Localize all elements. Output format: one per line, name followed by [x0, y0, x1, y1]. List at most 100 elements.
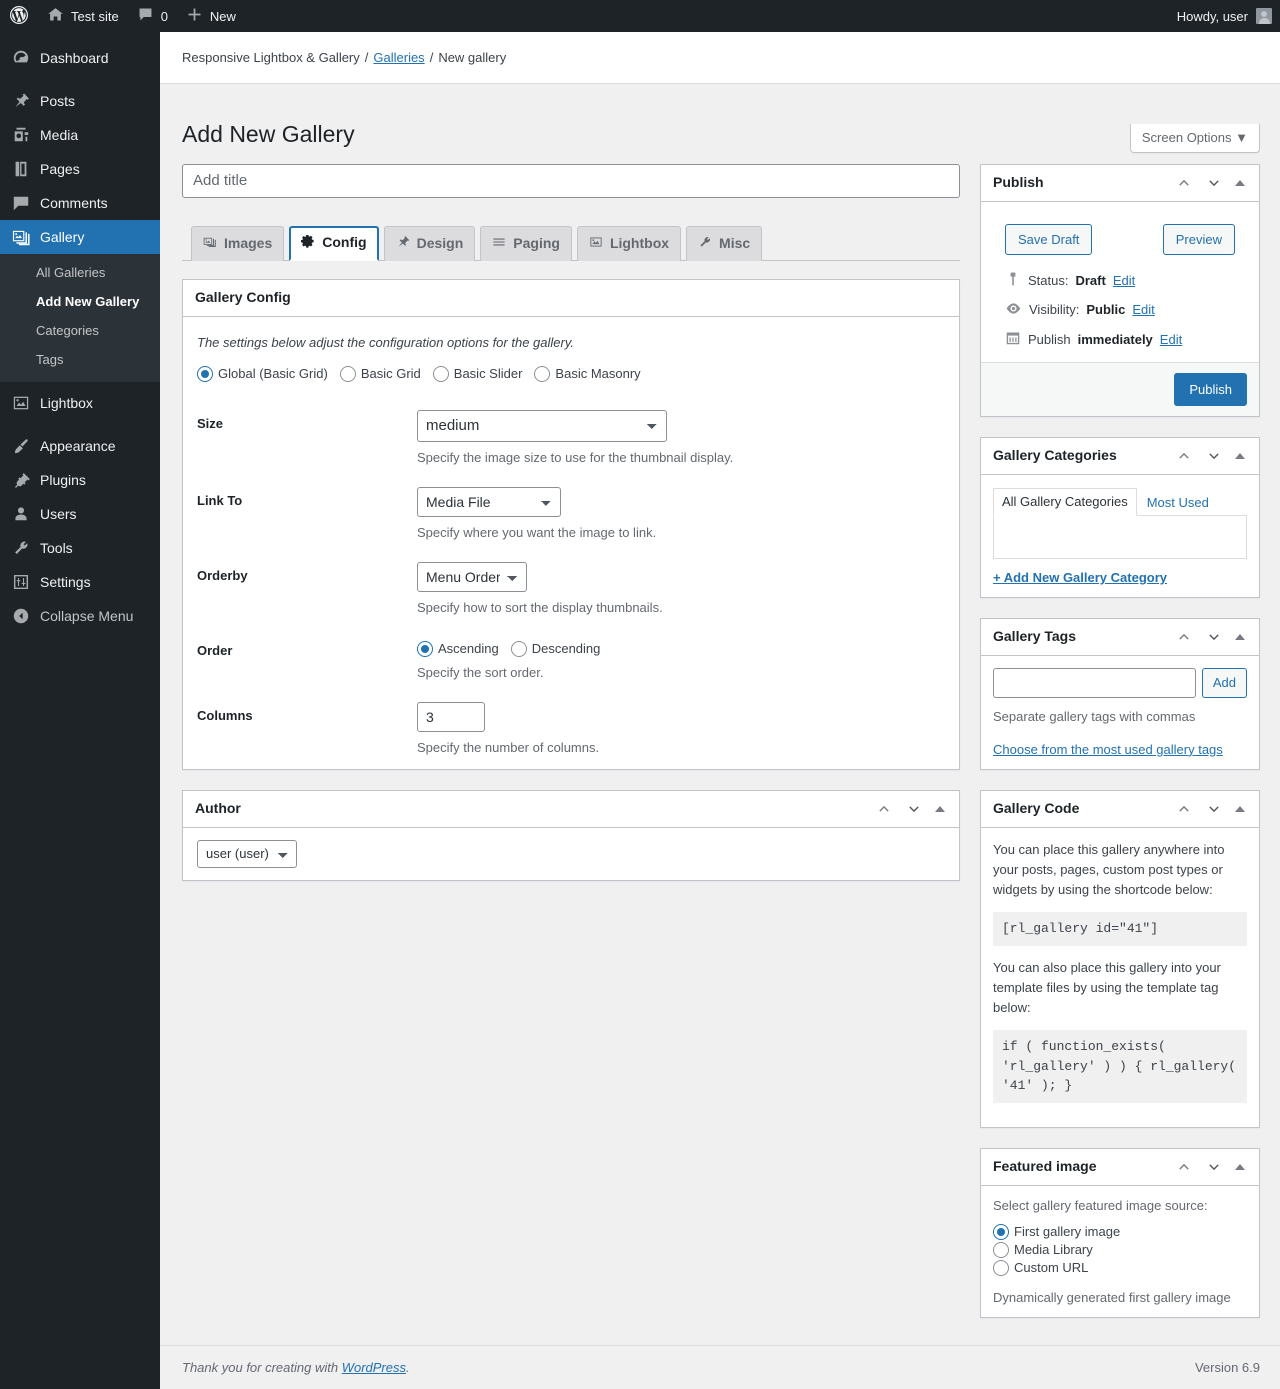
- sidebar-item-comments[interactable]: Comments: [0, 186, 160, 220]
- move-down-icon[interactable]: [1203, 445, 1225, 467]
- gallery-config-header: Gallery Config: [183, 280, 959, 317]
- sidebar-item-media[interactable]: Media: [0, 118, 160, 152]
- toggle-panel-icon[interactable]: [1235, 1163, 1245, 1170]
- radio-basic-slider[interactable]: Basic Slider: [432, 365, 522, 382]
- move-up-icon[interactable]: [1173, 798, 1195, 820]
- radio-label: Descending: [531, 641, 601, 657]
- radio-basic-masonry[interactable]: Basic Masonry: [534, 365, 641, 382]
- footer-thanks-suffix: .: [406, 1360, 410, 1375]
- tab-paging[interactable]: Paging: [480, 225, 572, 261]
- sidebar-item-appearance[interactable]: Appearance: [0, 429, 160, 463]
- breadcrumb-separator: /: [429, 50, 434, 65]
- toggle-panel-icon[interactable]: [935, 805, 945, 812]
- move-up-icon[interactable]: [1173, 626, 1195, 648]
- tab-misc[interactable]: Misc: [686, 225, 763, 261]
- sidebar-item-pages[interactable]: Pages: [0, 152, 160, 186]
- tab-all-gallery-categories[interactable]: All Gallery Categories: [993, 487, 1137, 516]
- site-name-menu[interactable]: Test site: [38, 0, 128, 32]
- tab-design[interactable]: Design: [383, 225, 476, 261]
- submenu-item-categories[interactable]: Categories: [36, 322, 99, 338]
- move-down-icon[interactable]: [1203, 1156, 1225, 1178]
- most-used-tags-link[interactable]: Choose from the most used gallery tags: [993, 741, 1223, 757]
- move-up-icon[interactable]: [1173, 172, 1195, 194]
- post-schedule-value: immediately: [1077, 331, 1153, 347]
- add-new-gallery-category-link[interactable]: + Add New Gallery Category: [993, 569, 1167, 585]
- preview-button[interactable]: Preview: [1162, 223, 1235, 255]
- move-up-icon[interactable]: [873, 798, 895, 820]
- submenu-item-all-galleries[interactable]: All Galleries: [36, 265, 106, 280]
- move-down-icon[interactable]: [1203, 172, 1225, 194]
- radio-descending[interactable]: Descending: [510, 640, 601, 657]
- link-to-select[interactable]: Media File: [417, 486, 561, 517]
- tab-most-used[interactable]: Most Used: [1146, 494, 1209, 510]
- major-publishing-actions: Publish: [981, 361, 1259, 416]
- menu-separator: [0, 420, 160, 429]
- size-select[interactable]: medium: [417, 409, 667, 442]
- publish-button[interactable]: Publish: [1174, 372, 1247, 406]
- submenu-item-add-new-gallery[interactable]: Add New Gallery: [36, 293, 140, 309]
- shortcode-snippet[interactable]: [rl_gallery id="41"]: [993, 912, 1247, 946]
- toggle-panel-icon[interactable]: [1235, 633, 1245, 640]
- columns-input[interactable]: [417, 701, 485, 732]
- move-up-icon[interactable]: [1173, 1156, 1195, 1178]
- breadcrumb-link-galleries[interactable]: Galleries: [373, 50, 425, 65]
- tab-config[interactable]: Config: [289, 225, 379, 261]
- radio-indicator: [197, 365, 213, 382]
- sidebar-item-gallery[interactable]: Gallery: [0, 220, 168, 254]
- radio-first-gallery-image[interactable]: First gallery image: [993, 1223, 1247, 1241]
- edit-schedule-link[interactable]: Edit: [1159, 331, 1183, 347]
- tab-lightbox[interactable]: Lightbox: [576, 225, 682, 261]
- comments-menu[interactable]: 0: [128, 0, 177, 32]
- radio-global-basic-grid[interactable]: Global (Basic Grid): [197, 365, 328, 382]
- gallery-title-input[interactable]: [182, 163, 960, 198]
- sidebar-item-lightbox[interactable]: Lightbox: [0, 386, 160, 420]
- category-checklist[interactable]: [993, 515, 1247, 559]
- sidebar-item-users[interactable]: Users: [0, 497, 160, 531]
- sidebar-item-plugins[interactable]: Plugins: [0, 463, 160, 497]
- sidebar-label: Settings: [40, 573, 91, 590]
- edit-visibility-link[interactable]: Edit: [1132, 302, 1155, 318]
- sidebar-item-posts[interactable]: Posts: [0, 84, 160, 118]
- sidebar-item-dashboard[interactable]: Dashboard: [0, 41, 160, 75]
- orderby-select[interactable]: Menu Order: [417, 561, 527, 592]
- toggle-panel-icon[interactable]: [1235, 805, 1245, 812]
- move-down-icon[interactable]: [903, 798, 925, 820]
- sidebar-item-tools[interactable]: Tools: [0, 531, 160, 565]
- screen-options-label: Screen Options: [1141, 130, 1232, 145]
- menu-separator: [0, 32, 160, 41]
- featured-image-lead: Select gallery featured image source:: [993, 1197, 1208, 1213]
- radio-custom-url[interactable]: Custom URL: [993, 1259, 1247, 1277]
- sidebar-item-collapse-menu[interactable]: Collapse Menu: [0, 599, 160, 633]
- wordpress-link[interactable]: WordPress: [341, 1360, 406, 1375]
- gallery-code-panel: Gallery Code You can place this: [980, 789, 1260, 1128]
- radio-media-library[interactable]: Media Library: [993, 1241, 1247, 1259]
- comment-icon: [11, 193, 31, 213]
- author-panel-header: Author: [183, 791, 959, 828]
- move-up-icon[interactable]: [1173, 445, 1195, 467]
- save-draft-button[interactable]: Save Draft: [1005, 223, 1093, 255]
- sidebar-item-settings[interactable]: Settings: [0, 565, 160, 599]
- new-content-menu[interactable]: New: [177, 0, 245, 32]
- edit-status-link[interactable]: Edit: [1112, 272, 1136, 288]
- template-tag-snippet[interactable]: if ( function_exists( 'rl_gallery' ) ) {…: [993, 1030, 1247, 1103]
- gallery-submenu: All Galleries Add New Gallery Categories…: [0, 254, 160, 382]
- add-tag-button[interactable]: Add: [1201, 667, 1247, 698]
- main-content-area: Responsive Lightbox & Gallery / Gallerie…: [160, 32, 1280, 1389]
- screen-options-button[interactable]: Screen Options ▼: [1129, 124, 1260, 153]
- wp-logo-menu[interactable]: [0, 0, 38, 32]
- move-down-icon[interactable]: [1203, 798, 1225, 820]
- tab-images[interactable]: Images: [191, 225, 285, 261]
- sidebar-label: Users: [40, 505, 77, 522]
- order-radio-group: Ascending Descending: [417, 637, 947, 657]
- submenu-item-tags[interactable]: Tags: [36, 351, 64, 367]
- my-account-menu[interactable]: Howdy, user: [1177, 8, 1280, 24]
- toggle-panel-icon[interactable]: [1235, 179, 1245, 186]
- home-icon: [47, 6, 64, 26]
- new-tag-input[interactable]: [993, 667, 1196, 698]
- sidebar-label: Tools: [40, 539, 73, 556]
- author-select[interactable]: user (user): [197, 839, 297, 868]
- toggle-panel-icon[interactable]: [1235, 452, 1245, 459]
- radio-basic-grid[interactable]: Basic Grid: [339, 365, 421, 382]
- radio-ascending[interactable]: Ascending: [417, 640, 499, 657]
- move-down-icon[interactable]: [1203, 626, 1225, 648]
